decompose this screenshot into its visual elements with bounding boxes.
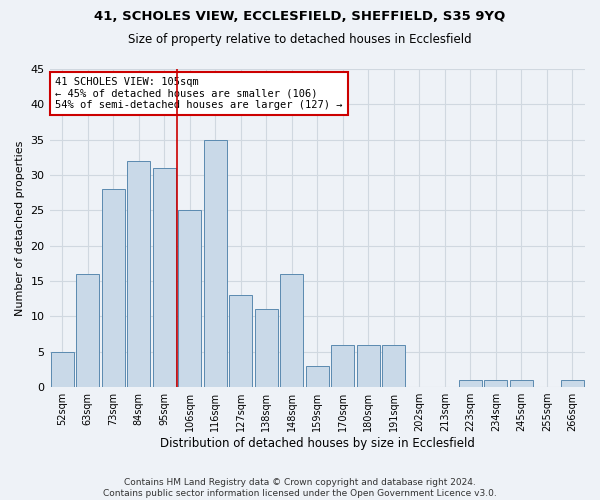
Bar bbox=[306, 366, 329, 387]
Text: Contains HM Land Registry data © Crown copyright and database right 2024.
Contai: Contains HM Land Registry data © Crown c… bbox=[103, 478, 497, 498]
Bar bbox=[510, 380, 533, 387]
Bar bbox=[153, 168, 176, 387]
X-axis label: Distribution of detached houses by size in Ecclesfield: Distribution of detached houses by size … bbox=[160, 437, 475, 450]
Text: Size of property relative to detached houses in Ecclesfield: Size of property relative to detached ho… bbox=[128, 32, 472, 46]
Bar bbox=[204, 140, 227, 387]
Bar bbox=[357, 344, 380, 387]
Y-axis label: Number of detached properties: Number of detached properties bbox=[15, 140, 25, 316]
Bar bbox=[331, 344, 354, 387]
Text: 41, SCHOLES VIEW, ECCLESFIELD, SHEFFIELD, S35 9YQ: 41, SCHOLES VIEW, ECCLESFIELD, SHEFFIELD… bbox=[94, 10, 506, 23]
Bar bbox=[280, 274, 303, 387]
Bar bbox=[127, 161, 150, 387]
Bar bbox=[484, 380, 507, 387]
Bar bbox=[561, 380, 584, 387]
Bar bbox=[178, 210, 201, 387]
Bar bbox=[76, 274, 99, 387]
Bar bbox=[102, 189, 125, 387]
Bar bbox=[382, 344, 405, 387]
Bar bbox=[51, 352, 74, 387]
Bar bbox=[459, 380, 482, 387]
Bar bbox=[229, 295, 252, 387]
Bar bbox=[255, 310, 278, 387]
Text: 41 SCHOLES VIEW: 105sqm
← 45% of detached houses are smaller (106)
54% of semi-d: 41 SCHOLES VIEW: 105sqm ← 45% of detache… bbox=[55, 77, 343, 110]
